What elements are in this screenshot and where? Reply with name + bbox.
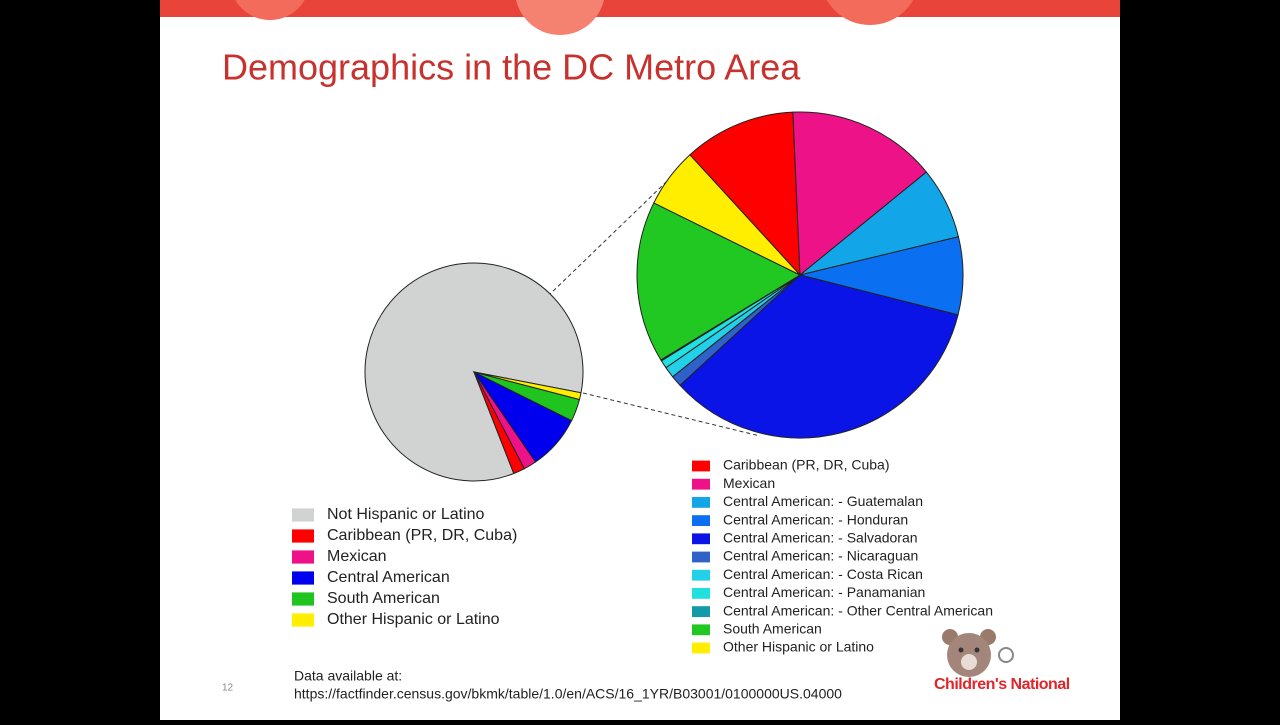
legend-swatch bbox=[692, 533, 710, 545]
legend-label: Central American: - Costa Rican bbox=[723, 566, 923, 582]
header-decoration bbox=[826, 0, 914, 25]
pie-slice bbox=[636, 202, 802, 361]
legend-swatch bbox=[692, 642, 710, 654]
logo-text: Children's National bbox=[934, 676, 1070, 693]
legend-swatch bbox=[292, 571, 314, 585]
legend-swatch bbox=[692, 624, 710, 636]
legend-label: Other Hispanic or Latino bbox=[723, 639, 874, 655]
slide bbox=[160, 0, 1120, 720]
legend-label: Central American: - Nicaraguan bbox=[723, 548, 918, 564]
pie-slice bbox=[679, 274, 959, 439]
legend-swatch bbox=[692, 497, 710, 508]
legend-swatch bbox=[292, 613, 314, 627]
slide-title: Demographics in the DC Metro Area bbox=[222, 47, 801, 88]
header-decoration bbox=[516, 0, 604, 35]
connector-line bbox=[582, 392, 761, 437]
source-label: Data available at: bbox=[294, 668, 402, 684]
legend-swatch bbox=[692, 606, 710, 617]
source-url: https://factfinder.census.gov/bkmk/table… bbox=[294, 686, 842, 702]
legend-label: Central American: - Other Central Americ… bbox=[723, 602, 993, 618]
legend-swatch bbox=[692, 588, 710, 599]
legend-swatch bbox=[292, 508, 314, 522]
legend-label: Central American: - Panamanian bbox=[723, 584, 925, 600]
legend-swatch bbox=[692, 460, 710, 472]
legend-label: Central American: - Salvadoran bbox=[723, 530, 918, 546]
legend-swatch bbox=[292, 529, 314, 543]
connector-line bbox=[547, 156, 693, 297]
legend-swatch bbox=[692, 478, 710, 490]
pie-slice bbox=[473, 371, 582, 401]
legend-swatch bbox=[692, 569, 710, 581]
legend-label: Central American bbox=[327, 569, 450, 586]
header-band bbox=[160, 0, 1120, 17]
legend-label: Not Hispanic or Latino bbox=[327, 506, 485, 523]
charts: Not Hispanic or Latino Caribbean (PR, DR,… bbox=[292, 111, 993, 655]
pie-slice bbox=[792, 111, 928, 277]
legend-swatch bbox=[292, 550, 314, 564]
legend-label: Central American: - Guatemalan bbox=[723, 493, 923, 509]
legend-label: Caribbean (PR, DR, Cuba) bbox=[327, 527, 517, 544]
legend-swatch bbox=[292, 592, 314, 606]
legend-label: Caribbean (PR, DR, Cuba) bbox=[723, 457, 890, 473]
legend-swatch bbox=[692, 551, 710, 563]
pie-slice bbox=[653, 154, 801, 276]
page-number: 12 bbox=[222, 683, 234, 694]
header-decoration bbox=[235, 0, 305, 20]
legend-label: Mexican bbox=[723, 475, 775, 491]
legend-label: South American bbox=[723, 621, 822, 637]
legend-swatch bbox=[692, 515, 710, 526]
legend-label: Mexican bbox=[327, 548, 387, 565]
legend-label: Other Hispanic or Latino bbox=[327, 611, 500, 628]
legend-label: South American bbox=[327, 590, 440, 607]
pie-slice bbox=[689, 111, 801, 277]
legend-label: Central American: - Honduran bbox=[723, 511, 908, 527]
logo-icon bbox=[942, 629, 1014, 677]
